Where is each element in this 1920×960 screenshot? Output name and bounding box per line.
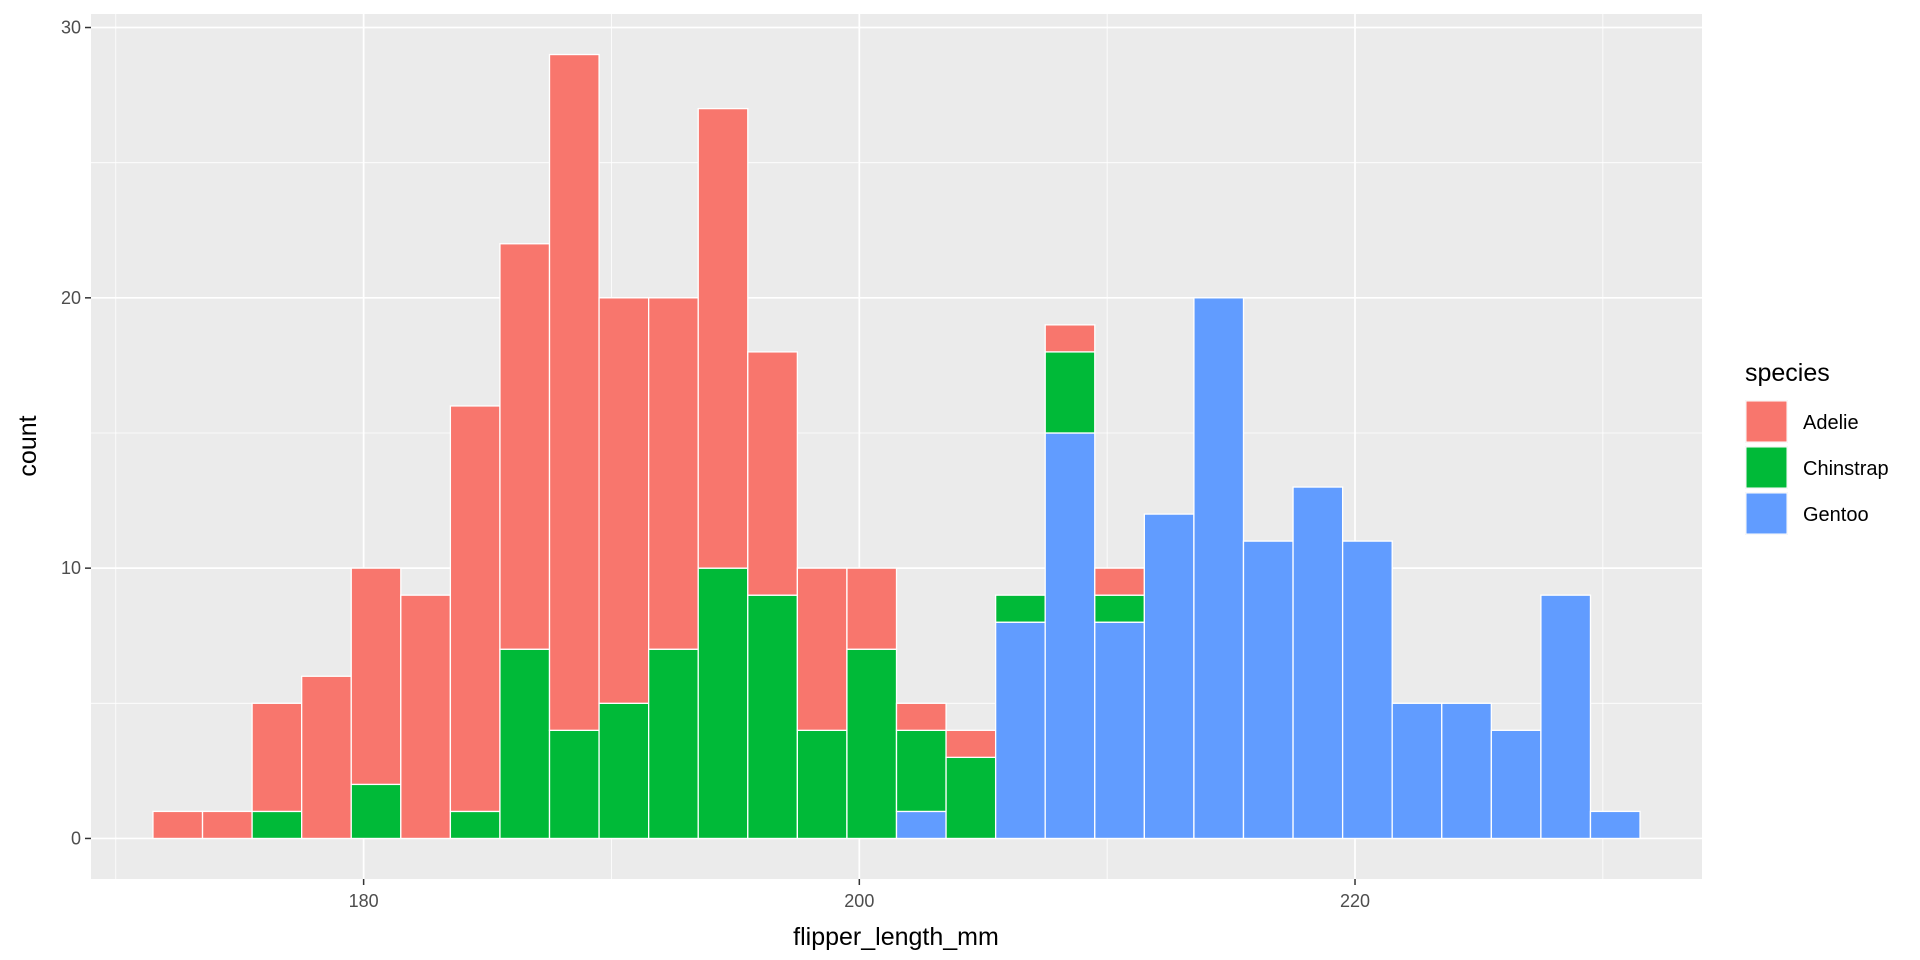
bar-adelie — [598, 297, 650, 704]
x-tick-label: 180 — [349, 891, 379, 911]
bar-gentoo — [1143, 513, 1195, 840]
bar-gentoo — [1589, 810, 1641, 840]
bar-adelie — [301, 675, 352, 840]
bar-adelie — [895, 702, 947, 731]
legend-swatch-chinstrap — [1745, 446, 1788, 489]
y-tick-label: 10 — [61, 558, 81, 578]
bar-chinstrap — [648, 648, 699, 840]
y-tick-label: 20 — [61, 288, 81, 308]
x-tick-label: 200 — [844, 891, 874, 911]
bar-adelie — [152, 810, 204, 840]
bar-adelie — [1044, 324, 1096, 353]
bar-chinstrap — [251, 810, 303, 840]
bar-adelie — [648, 297, 699, 650]
bar-gentoo — [1044, 432, 1096, 840]
bar-adelie — [201, 810, 253, 840]
bar-chinstrap — [350, 783, 402, 840]
x-axis-title: flipper_length_mm — [793, 923, 999, 951]
bars — [152, 53, 1641, 840]
bar-adelie — [400, 594, 452, 840]
legend: species Adelie Chinstrap Gentoo — [1745, 359, 1889, 535]
bar-chinstrap — [1094, 594, 1145, 623]
legend-label-chinstrap: Chinstrap — [1803, 458, 1889, 480]
bar-gentoo — [1540, 594, 1592, 840]
bar-chinstrap — [945, 756, 997, 840]
legend-label-adelie: Adelie — [1803, 412, 1859, 434]
bar-gentoo — [994, 621, 1046, 840]
x-tick-label: 220 — [1340, 891, 1370, 911]
bar-chinstrap — [548, 729, 600, 840]
legend-label-gentoo: Gentoo — [1803, 504, 1869, 526]
bar-gentoo — [1341, 540, 1393, 840]
bar-chinstrap — [747, 594, 799, 840]
bar-chinstrap — [499, 648, 551, 840]
bar-chinstrap — [846, 648, 898, 840]
bar-chinstrap — [1044, 351, 1096, 434]
legend-title: species — [1745, 359, 1830, 387]
bar-adelie — [747, 351, 799, 596]
bar-adelie — [945, 729, 997, 759]
bar-chinstrap — [449, 810, 501, 840]
y-tick-label: 0 — [71, 828, 81, 848]
bar-gentoo — [1242, 540, 1294, 840]
bar-gentoo — [1193, 297, 1245, 840]
bar-adelie — [1094, 567, 1145, 596]
bar-adelie — [251, 702, 303, 813]
legend-swatch-adelie — [1745, 400, 1788, 443]
bar-gentoo — [1441, 702, 1492, 840]
bar-adelie — [548, 53, 600, 731]
legend-swatch-gentoo — [1745, 492, 1788, 535]
bar-adelie — [499, 243, 551, 650]
bar-adelie — [449, 405, 501, 813]
bar-chinstrap — [697, 567, 749, 840]
bar-gentoo — [1094, 621, 1145, 840]
axes: 0 10 20 30 180 200 220 — [61, 18, 1370, 911]
bar-adelie — [796, 567, 848, 731]
bar-gentoo — [895, 810, 947, 840]
bar-gentoo — [1490, 729, 1542, 840]
bar-chinstrap — [796, 729, 848, 840]
bar-adelie — [846, 567, 898, 650]
bar-chinstrap — [994, 594, 1046, 623]
bar-adelie — [697, 107, 749, 569]
y-axis-title: count — [14, 415, 42, 476]
y-tick-label: 30 — [61, 18, 81, 38]
bar-adelie — [350, 567, 402, 786]
bar-gentoo — [1391, 702, 1443, 840]
bar-chinstrap — [895, 729, 947, 813]
bar-gentoo — [1292, 486, 1344, 840]
bar-chinstrap — [598, 702, 650, 840]
